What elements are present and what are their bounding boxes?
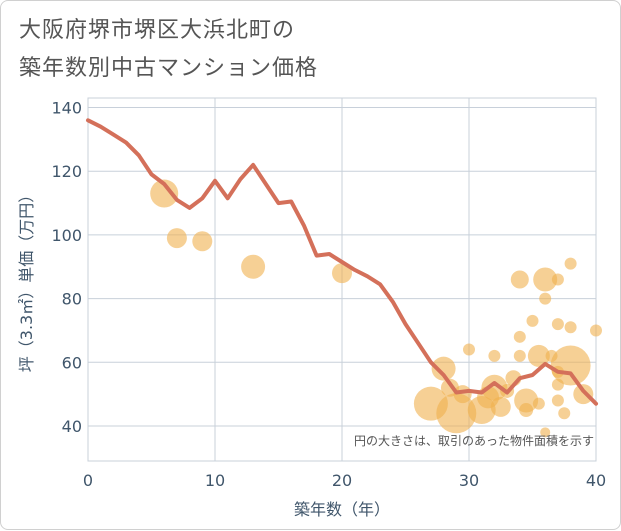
data-bubble bbox=[513, 349, 526, 362]
data-bubble bbox=[526, 314, 539, 327]
data-bubble bbox=[166, 228, 187, 249]
data-bubble bbox=[463, 343, 475, 356]
data-bubble bbox=[590, 324, 602, 337]
data-bubble bbox=[150, 179, 179, 208]
chart-title-line-1: 大阪府堺市堺区大浜北町の bbox=[19, 18, 296, 43]
y-tick-label: 120 bbox=[51, 162, 82, 181]
x-tick-label: 20 bbox=[332, 471, 352, 490]
y-axis-label: 坪（3.3㎡）単価（万円） bbox=[17, 187, 36, 372]
data-bubble bbox=[490, 396, 511, 417]
x-tick-label: 0 bbox=[83, 471, 93, 490]
y-tick-label: 100 bbox=[51, 226, 82, 245]
y-tick-label: 140 bbox=[51, 99, 82, 118]
x-tick-label: 10 bbox=[205, 471, 225, 490]
data-bubble bbox=[431, 356, 456, 381]
data-bubble bbox=[551, 394, 564, 407]
data-bubble bbox=[241, 254, 266, 279]
data-bubble bbox=[533, 267, 558, 292]
data-bubble bbox=[551, 273, 564, 286]
data-bubble bbox=[564, 257, 577, 270]
chart-title-line-2: 築年数別中古マンション価格 bbox=[19, 56, 319, 81]
data-bubble bbox=[527, 344, 550, 367]
data-bubble bbox=[513, 330, 526, 343]
data-bubble bbox=[539, 292, 552, 305]
data-bubble bbox=[519, 403, 534, 418]
y-tick-label: 80 bbox=[62, 290, 82, 309]
y-tick-label: 60 bbox=[62, 353, 82, 372]
data-bubble bbox=[481, 374, 508, 401]
chart-annotation: 円の大きさは、取引のあった物件面積を示す bbox=[354, 433, 594, 448]
data-bubble bbox=[510, 270, 529, 289]
data-bubble bbox=[550, 345, 591, 386]
y-tick-label: 40 bbox=[62, 417, 82, 436]
data-bubble bbox=[192, 231, 213, 252]
data-bubble bbox=[332, 263, 352, 284]
data-bubble bbox=[532, 397, 545, 410]
data-bubble bbox=[436, 393, 477, 434]
data-bubble bbox=[573, 384, 594, 405]
x-axis-label: 築年数（年） bbox=[294, 500, 390, 519]
x-tick-label: 40 bbox=[586, 471, 606, 490]
average-price-line bbox=[86, 118, 598, 406]
data-bubble bbox=[564, 321, 577, 334]
data-bubble bbox=[551, 318, 564, 331]
data-bubble bbox=[488, 349, 501, 362]
data-bubble bbox=[558, 407, 571, 420]
data-bubble bbox=[540, 427, 551, 438]
x-tick-label: 30 bbox=[459, 471, 479, 490]
